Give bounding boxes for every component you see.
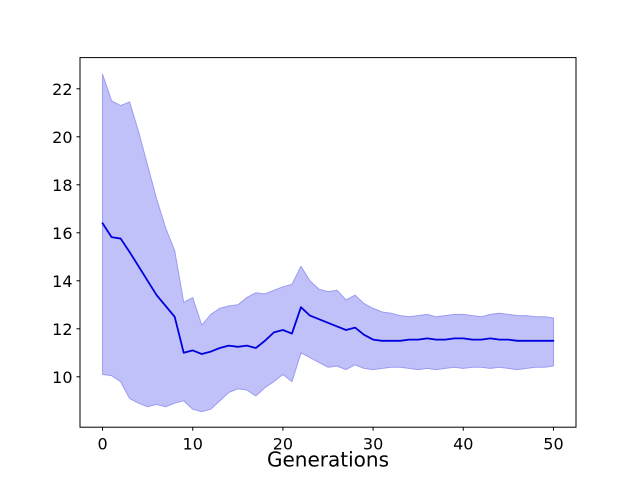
x-tick-label: 40 — [453, 435, 473, 454]
y-tick-label: 14 — [52, 272, 72, 291]
y-tick-label: 10 — [52, 368, 72, 387]
mean-fitness-line — [101, 222, 555, 355]
std-deviation-band — [102, 73, 554, 413]
y-tick-label: 12 — [52, 320, 72, 339]
y-tick-label: 20 — [52, 128, 72, 147]
x-axis-title: Generations — [267, 448, 389, 472]
x-tick-label: 50 — [543, 435, 563, 454]
x-tick-label: 0 — [97, 435, 107, 454]
x-tick-label: 30 — [363, 435, 383, 454]
y-tick-label: 18 — [52, 176, 72, 195]
y-tick-label: 22 — [52, 80, 72, 99]
y-tick-label: 16 — [52, 224, 72, 243]
plot-frame — [79, 57, 577, 428]
x-tick-label: 20 — [273, 435, 293, 454]
x-tick-label: 10 — [183, 435, 203, 454]
